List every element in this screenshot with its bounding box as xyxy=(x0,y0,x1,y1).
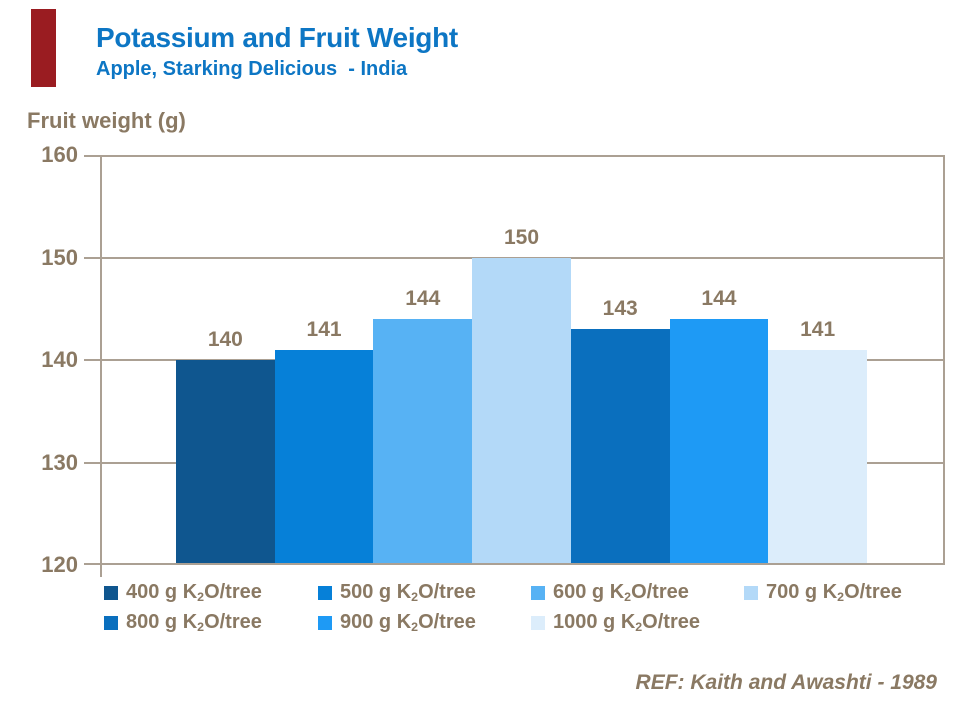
y-tick-130 xyxy=(84,461,100,464)
bar-900-g-K2O/tree xyxy=(669,319,769,563)
bar-value-label: 141 xyxy=(800,317,836,341)
bar-value-label: 141 xyxy=(306,317,342,341)
plot-area: 140 141 144 150 143 144 141 xyxy=(84,155,945,577)
y-tick-label-160: 160 xyxy=(41,142,78,167)
legend-swatch-800 xyxy=(104,616,118,630)
frame-top xyxy=(100,155,945,157)
legend-swatch-900 xyxy=(318,616,332,630)
bar-1000-g-K2O/tree xyxy=(768,349,867,563)
frame-right xyxy=(943,155,945,565)
bar-600-g-K2O/tree xyxy=(373,319,473,563)
bar-value-label: 143 xyxy=(602,297,638,321)
legend-swatch-500 xyxy=(318,586,332,600)
bar-700-g-K2O/tree xyxy=(472,257,571,563)
legend-item-500: 500 g K2O/tree xyxy=(318,581,476,605)
legend-label: 400 g K2O/tree xyxy=(126,581,262,605)
y-tick-150 xyxy=(84,256,100,259)
frame-left xyxy=(100,155,102,565)
bar-500-g-K2O/tree xyxy=(274,349,374,563)
legend-item-600: 600 g K2O/tree xyxy=(531,581,689,605)
legend-label: 1000 g K2O/tree xyxy=(553,611,700,635)
y-tick-160 xyxy=(84,155,100,157)
legend-label: 500 g K2O/tree xyxy=(340,581,476,605)
legend-item-900: 900 g K2O/tree xyxy=(318,611,476,635)
y-tick-120 xyxy=(84,563,100,565)
legend-item-400: 400 g K2O/tree xyxy=(104,581,262,605)
legend-swatch-400 xyxy=(104,586,118,600)
y-tick-label-140: 140 xyxy=(41,347,78,372)
legend-item-700: 700 g K2O/tree xyxy=(744,581,902,605)
frame-bottom xyxy=(100,563,945,565)
bar-800-g-K2O/tree xyxy=(570,329,670,563)
bar-value-label: 144 xyxy=(405,287,441,310)
page-title: Potassium and Fruit Weight xyxy=(96,22,458,53)
legend-swatch-1000 xyxy=(531,616,545,630)
legend-label: 700 g K2O/tree xyxy=(766,581,902,605)
y-axis-tail xyxy=(100,565,102,577)
legend-label: 800 g K2O/tree xyxy=(126,611,262,635)
y-tick-label-120: 120 xyxy=(41,552,78,577)
legend-swatch-600 xyxy=(531,586,545,600)
y-axis-title: Fruit weight (g) xyxy=(27,108,186,133)
page-subtitle: Apple, Starking Delicious - India xyxy=(96,58,408,80)
reference-text: REF: Kaith and Awashti - 1989 xyxy=(635,671,937,694)
bar-value-label: 144 xyxy=(701,287,737,310)
y-tick-label-130: 130 xyxy=(41,449,78,475)
y-tick-label-150: 150 xyxy=(41,244,78,270)
legend-item-1000: 1000 g K2O/tree xyxy=(531,611,700,635)
accent-bar xyxy=(31,9,56,87)
bar-value-label: 140 xyxy=(207,328,243,351)
bar-400-g-K2O/tree xyxy=(176,360,275,563)
legend-label: 600 g K2O/tree xyxy=(553,581,689,605)
legend-item-800: 800 g K2O/tree xyxy=(104,611,262,635)
legend-label: 900 g K2O/tree xyxy=(340,611,476,635)
y-tick-140 xyxy=(84,359,100,361)
bar-value-label: 150 xyxy=(503,225,540,249)
legend-swatch-700 xyxy=(744,586,758,600)
